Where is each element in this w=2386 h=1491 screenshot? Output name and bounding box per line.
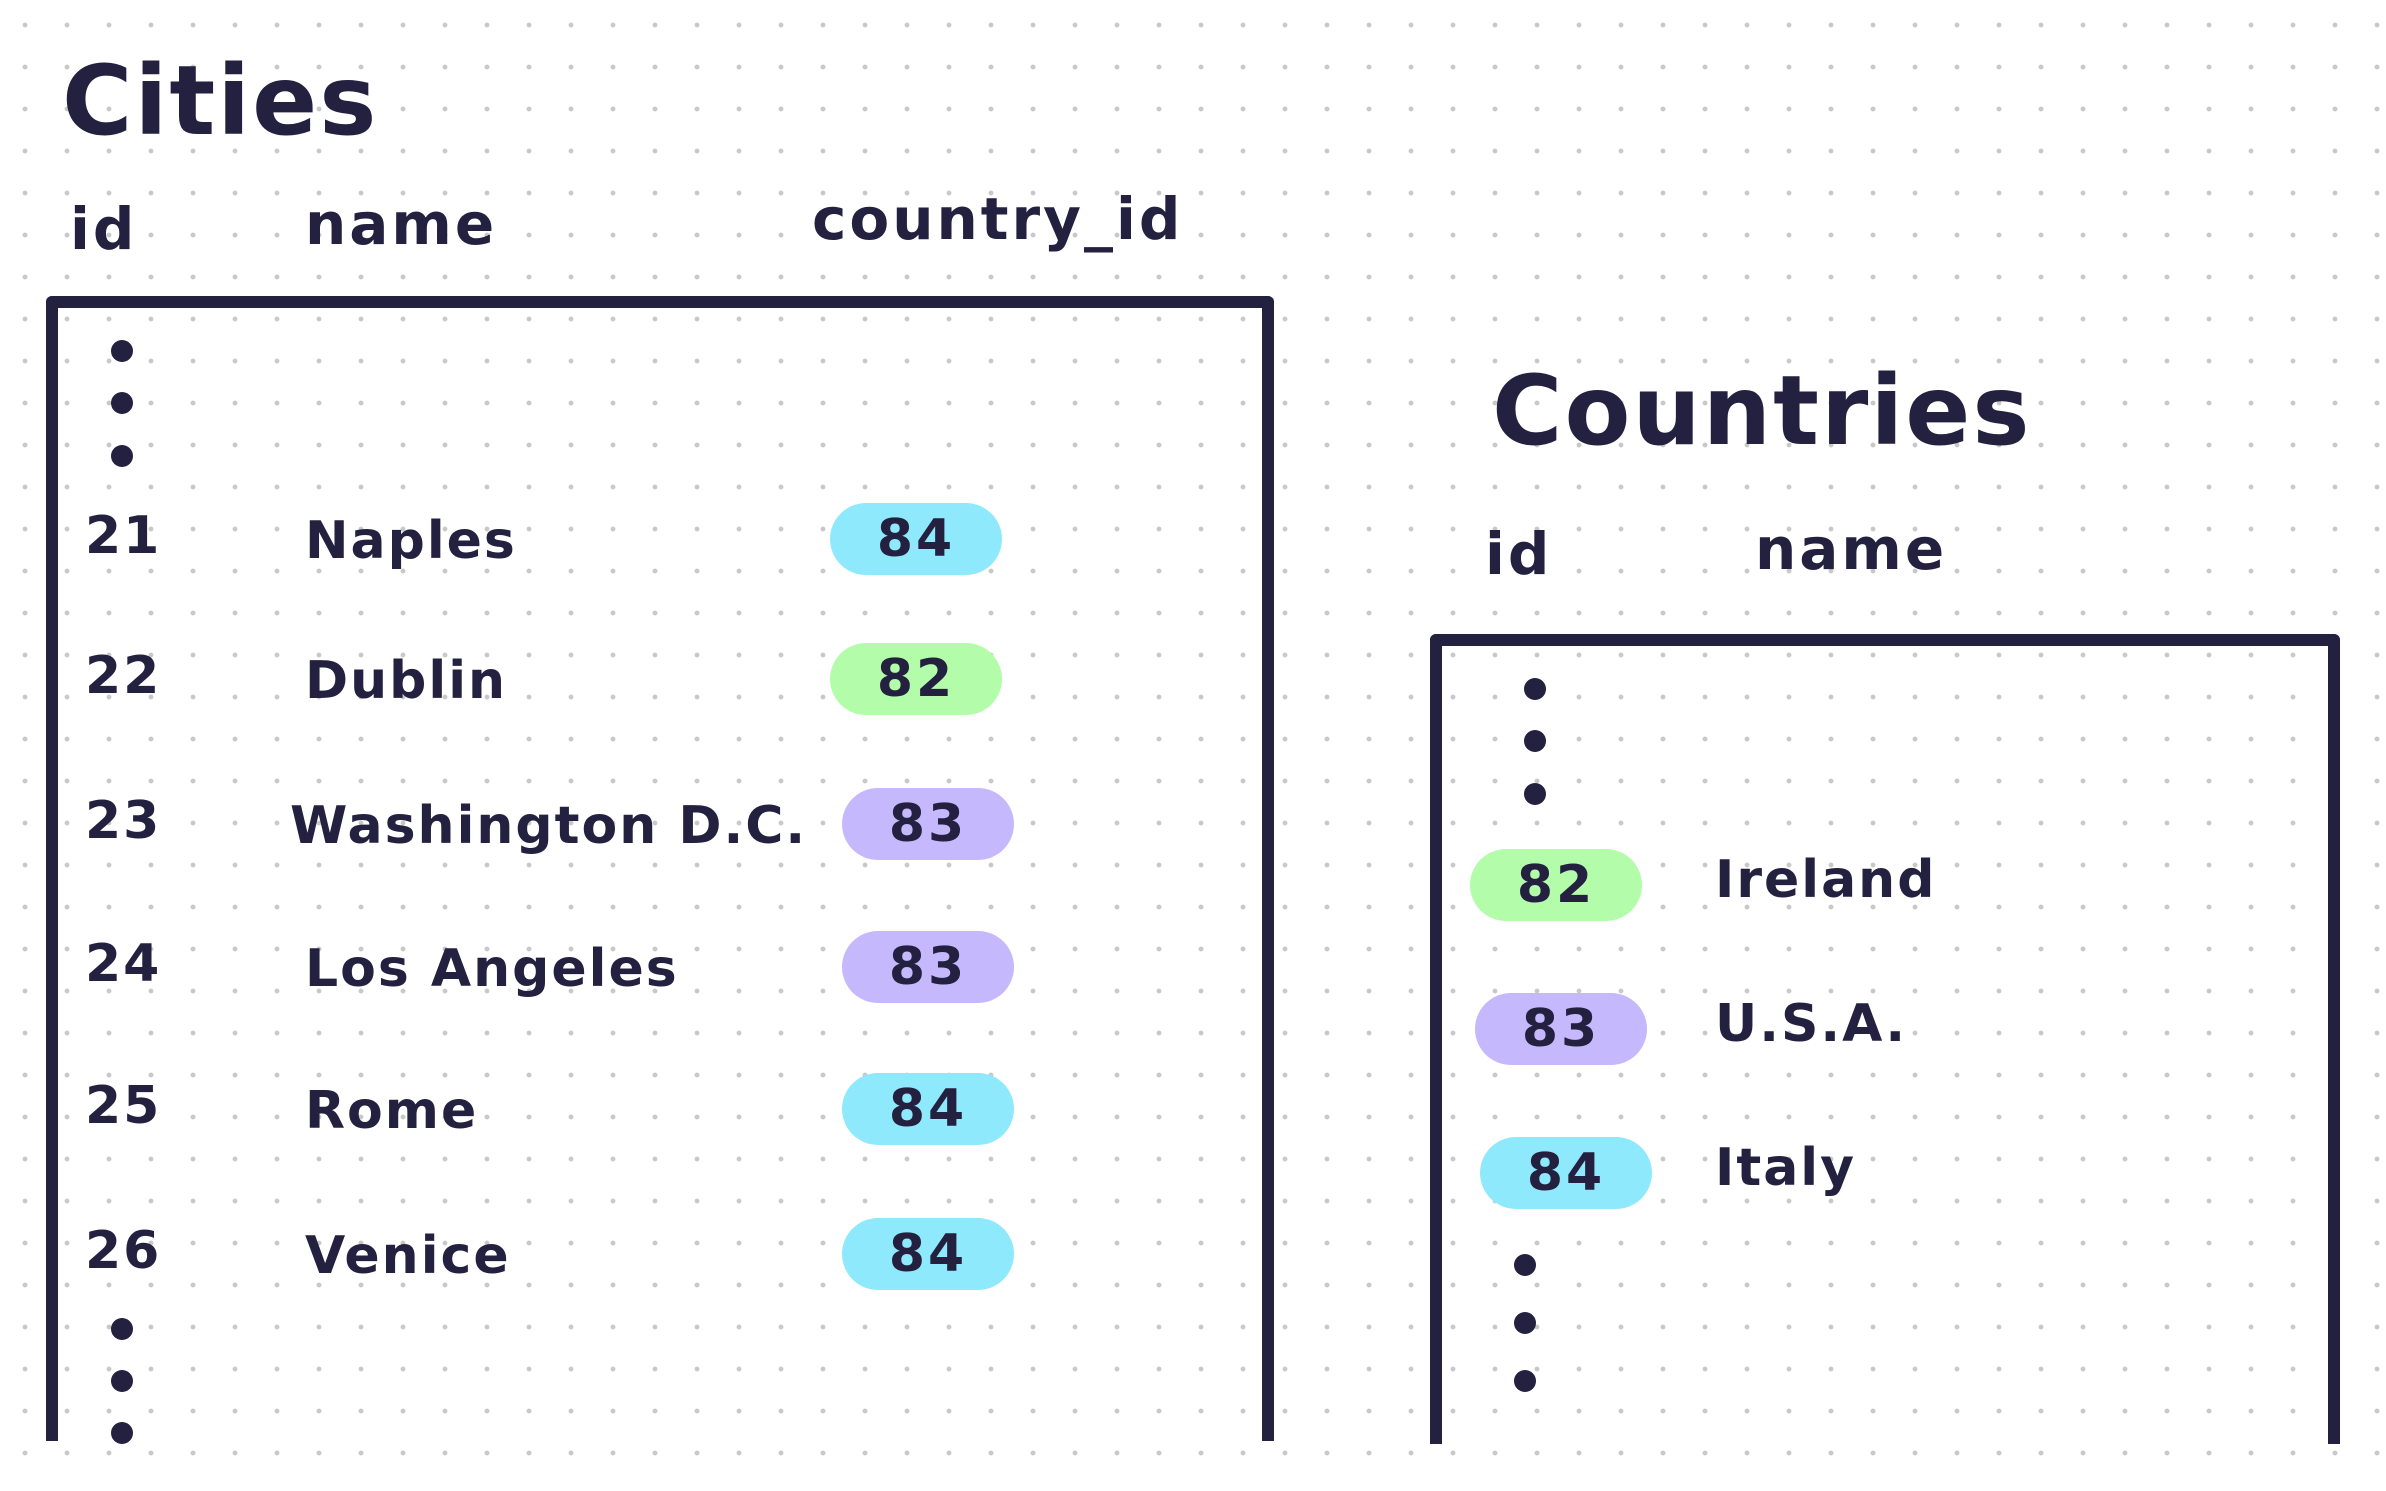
country-id-badge: 84 <box>1480 1137 1652 1209</box>
city-country-id-badge: 83 <box>842 931 1014 1003</box>
ellipsis-dot-icon <box>111 392 133 414</box>
city-id: 24 <box>85 934 162 994</box>
cities-header-name: name <box>305 190 498 258</box>
city-id: 23 <box>85 791 162 851</box>
country-id-badge: 83 <box>1475 993 1647 1065</box>
city-name: Venice <box>305 1226 511 1286</box>
ellipsis-dot-icon <box>1524 678 1546 700</box>
ellipsis-dot-icon <box>1524 783 1546 805</box>
city-name: Rome <box>305 1081 479 1141</box>
city-name: Los Angeles <box>305 939 679 999</box>
cities-title: Cities <box>62 45 379 157</box>
cities-header-country-id: country_id <box>812 185 1184 253</box>
countries-table-frame <box>1430 634 2340 1444</box>
countries-header-id: id <box>1485 520 1553 588</box>
city-id: 22 <box>85 646 162 706</box>
city-country-id-badge: 84 <box>842 1218 1014 1290</box>
ellipsis-dot-icon <box>1514 1312 1536 1334</box>
city-id: 25 <box>85 1076 162 1136</box>
city-name: Washington D.C. <box>290 796 808 856</box>
ellipsis-dot-icon <box>111 1370 133 1392</box>
cities-header-id: id <box>70 195 138 263</box>
country-name: Ireland <box>1715 850 1937 910</box>
countries-header-name: name <box>1755 515 1948 583</box>
city-id: 21 <box>85 506 162 566</box>
city-country-id-badge: 84 <box>830 503 1002 575</box>
ellipsis-dot-icon <box>1514 1254 1536 1276</box>
ellipsis-dot-icon <box>1524 730 1546 752</box>
ellipsis-dot-icon <box>111 1422 133 1444</box>
city-name: Naples <box>305 511 517 571</box>
ellipsis-dot-icon <box>111 1318 133 1340</box>
cities-table-frame <box>46 296 1274 1441</box>
ellipsis-dot-icon <box>1514 1370 1536 1392</box>
country-name: Italy <box>1715 1138 1857 1198</box>
city-name: Dublin <box>305 651 508 711</box>
city-id: 26 <box>85 1221 162 1281</box>
country-name: U.S.A. <box>1715 994 1908 1054</box>
city-country-id-badge: 84 <box>842 1073 1014 1145</box>
country-id-badge: 82 <box>1470 849 1642 921</box>
city-country-id-badge: 83 <box>842 788 1014 860</box>
countries-title: Countries <box>1492 355 2032 467</box>
city-country-id-badge: 82 <box>830 643 1002 715</box>
ellipsis-dot-icon <box>111 340 133 362</box>
ellipsis-dot-icon <box>111 445 133 467</box>
